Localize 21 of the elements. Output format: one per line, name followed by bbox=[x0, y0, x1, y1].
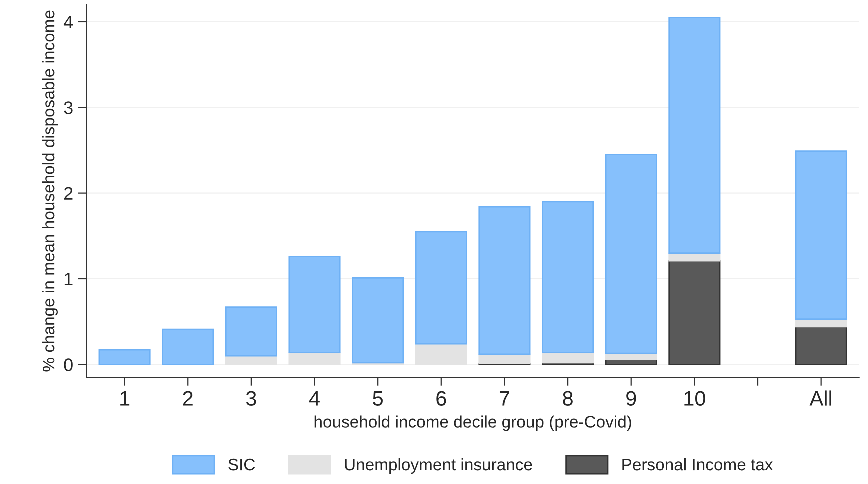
y-tick-label: 1 bbox=[64, 273, 73, 286]
y-tick-label: 3 bbox=[64, 102, 73, 114]
x-tick-label: 4 bbox=[309, 391, 320, 406]
x-axis-title: household income decile group (pre-Covid) bbox=[314, 416, 632, 432]
x-tick-label: All bbox=[810, 390, 832, 406]
x-tick-label: 9 bbox=[626, 391, 636, 406]
y-tick-label: 0 bbox=[64, 358, 73, 372]
x-tick-label: 7 bbox=[500, 391, 510, 406]
x-tick-label: 10 bbox=[684, 391, 706, 406]
x-tick-label: 8 bbox=[563, 391, 573, 406]
legend-label: Unemployment insurance bbox=[345, 458, 532, 474]
x-tick-label: 6 bbox=[436, 391, 446, 406]
x-tick-label: 5 bbox=[373, 391, 383, 406]
y-axis-title: % change in mean household disposable income bbox=[42, 10, 58, 372]
y-tick-label: 2 bbox=[64, 187, 73, 200]
y-tick-label: 4 bbox=[64, 16, 74, 29]
x-tick-label: 3 bbox=[246, 391, 256, 406]
legend-label: SIC bbox=[228, 458, 256, 471]
x-tick-label: 1 bbox=[120, 391, 130, 406]
legend-label: Personal Income tax bbox=[622, 458, 774, 471]
x-tick-label: 2 bbox=[183, 391, 193, 406]
